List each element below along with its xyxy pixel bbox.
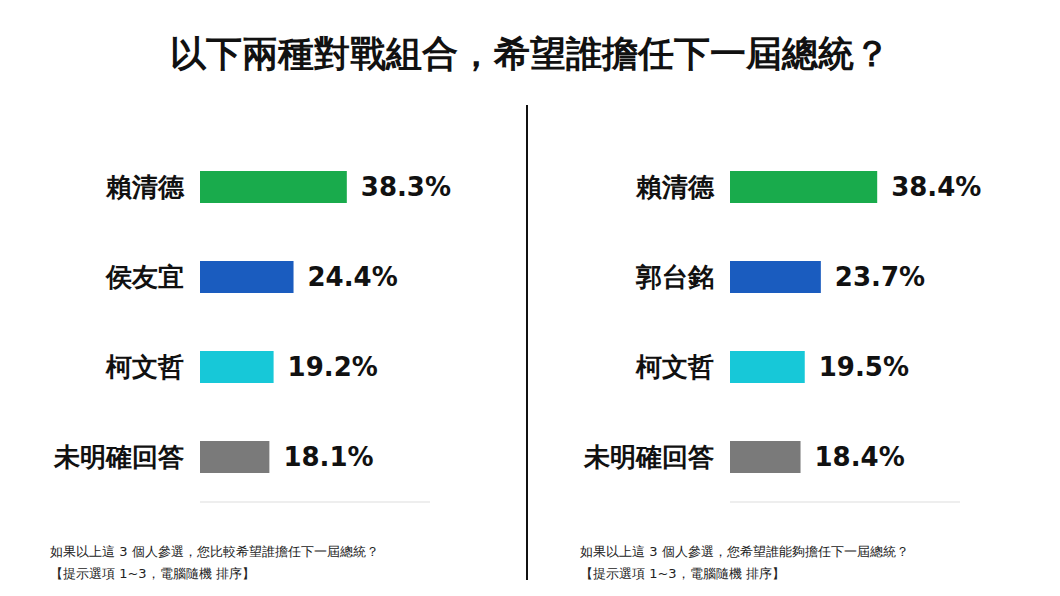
svg-text:38.3%: 38.3% <box>361 172 451 202</box>
html-text:如果以上這 3 個人參選，您比較希望誰擔任下一屆總統？: 如果以上這 3 個人參選，您比較希望誰擔任下一屆總統？ <box>50 544 379 559</box>
svg-text:19.2%: 19.2% <box>288 352 378 382</box>
svg-text:賴清德: 賴清德 <box>105 172 185 202</box>
svg-text:侯友宜: 侯友宜 <box>105 262 184 292</box>
svg-text:18.1%: 18.1% <box>283 442 373 472</box>
svg-text:賴清德: 賴清德 <box>635 172 715 202</box>
svg-text:24.4%: 24.4% <box>308 262 398 292</box>
svg-text:23.7%: 23.7% <box>835 262 925 292</box>
svg-text:柯文哲: 柯文哲 <box>635 352 714 382</box>
svg-text:19.5%: 19.5% <box>819 352 909 382</box>
svg-text:18.4%: 18.4% <box>815 442 905 472</box>
svg-text:未明確回答: 未明確回答 <box>583 442 714 472</box>
html-text:如果以上這 3 個人參選，您希望誰能夠擔任下一屆總統？: 如果以上這 3 個人參選，您希望誰能夠擔任下一屆總統？ <box>580 544 909 559</box>
html-text:【提示選項 1~3，電腦隨機 排序】: 【提示選項 1~3，電腦隨機 排序】 <box>580 566 785 581</box>
svg-text:未明確回答: 未明確回答 <box>53 442 184 472</box>
svg-text:38.4%: 38.4% <box>891 172 981 202</box>
html-text:以下兩種對戰組合，希望誰擔任下一屆總統？: 以下兩種對戰組合，希望誰擔任下一屆總統？ <box>170 33 890 74</box>
html-text:【提示選項 1~3，電腦隨機 排序】: 【提示選項 1~3，電腦隨機 排序】 <box>50 566 255 581</box>
svg-text:郭台銘: 郭台銘 <box>635 262 714 292</box>
svg-text:柯文哲: 柯文哲 <box>105 352 184 382</box>
